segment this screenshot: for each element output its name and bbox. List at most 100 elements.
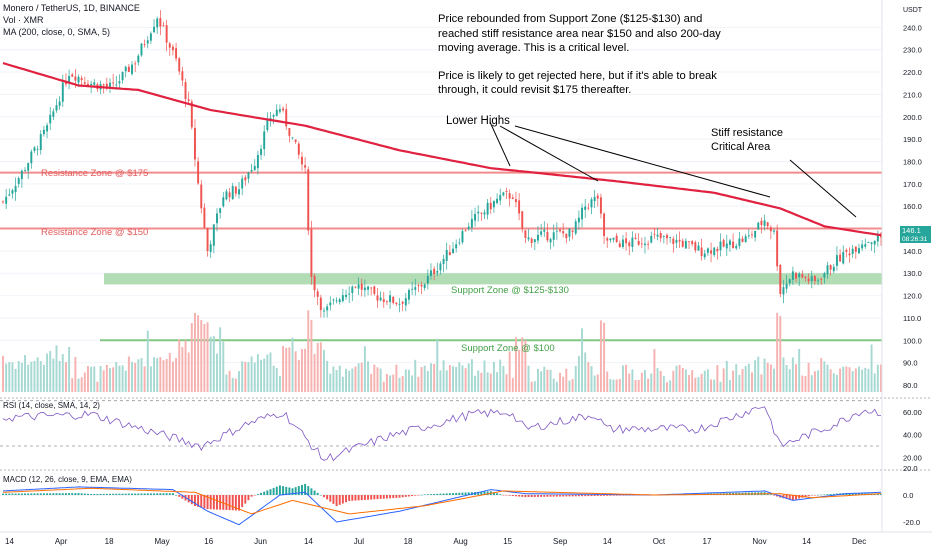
candle-body: [426, 275, 429, 284]
candle-body: [653, 233, 656, 235]
candle-body: [118, 81, 121, 84]
volume-bar: [401, 376, 404, 392]
volume-bar: [684, 369, 687, 392]
macd-histogram-bar: [250, 495, 253, 497]
candle-body: [514, 199, 517, 203]
volume-bar: [326, 360, 329, 392]
macd-histogram-bar: [857, 493, 860, 495]
volume-bar: [335, 370, 338, 392]
candle-body: [785, 283, 788, 289]
macd-histogram-bar: [193, 495, 196, 507]
macd-histogram-bar: [505, 495, 508, 496]
macd-histogram-bar: [143, 493, 146, 495]
macd-histogram-bar: [574, 495, 577, 497]
candle-body: [464, 230, 467, 232]
macd-histogram-bar: [395, 495, 398, 498]
candle-body: [442, 258, 445, 264]
volume-bar: [640, 372, 643, 392]
volume-bar: [565, 368, 568, 392]
macd-histogram-bar: [530, 495, 533, 498]
candle-body: [278, 109, 281, 112]
candle-body: [584, 206, 587, 210]
macd-histogram-bar: [140, 493, 143, 495]
macd-histogram-bar: [392, 495, 395, 499]
volume-bar: [209, 336, 212, 392]
candle-body: [455, 244, 458, 249]
candle-body: [621, 239, 624, 248]
volume-bar: [77, 378, 80, 392]
macd-histogram-bar: [348, 495, 351, 501]
macd-histogram-bar: [562, 495, 565, 497]
candle-body: [216, 213, 218, 224]
candle-body: [297, 143, 300, 155]
candle-body: [382, 299, 385, 302]
macd-histogram-bar: [338, 495, 341, 505]
volume-bar: [769, 364, 772, 392]
macd-histogram-bar: [357, 495, 360, 501]
candle-body: [691, 241, 694, 245]
volume-bar: [392, 374, 395, 392]
candle-body: [703, 253, 706, 258]
volume-bar: [496, 372, 499, 392]
candle-body: [810, 276, 813, 282]
symbol-title: Monero / TetherUS, 1D, BINANCE: [3, 3, 140, 13]
volume-bar: [543, 366, 546, 392]
candle-body: [71, 74, 74, 77]
macd-histogram-bar: [253, 495, 256, 496]
macd-histogram-bar: [568, 495, 571, 497]
macd-histogram-bar: [430, 494, 432, 495]
candle-body: [354, 286, 357, 288]
candle-body: [474, 214, 477, 221]
macd-histogram-bar: [316, 492, 319, 495]
volume-bar: [278, 375, 281, 392]
candle-body: [200, 184, 203, 209]
volume-bar: [596, 374, 599, 392]
candle-body: [540, 231, 543, 235]
macd-histogram-bar: [480, 491, 483, 495]
volume-bar: [750, 372, 753, 392]
macd-histogram-bar: [464, 492, 467, 495]
candle-body: [222, 197, 225, 207]
candle-body: [411, 288, 414, 290]
volume-bar: [807, 362, 810, 392]
candle-body: [203, 207, 206, 228]
macd-histogram-bar: [581, 495, 584, 497]
candle-body: [55, 105, 58, 111]
volume-bar: [603, 322, 606, 392]
signal-line: [2, 487, 882, 515]
volume-bar: [773, 368, 775, 392]
macd-histogram-bar: [64, 493, 67, 495]
macd-histogram-bar: [275, 486, 278, 495]
macd-histogram-bar: [407, 495, 410, 497]
macd-histogram-bar: [197, 495, 200, 507]
candle-body: [24, 170, 27, 171]
candle-body: [732, 241, 735, 249]
price-tick-label: 190.0: [903, 135, 922, 144]
macd-histogram-bar: [146, 493, 149, 495]
time-tick-label: 18: [105, 537, 114, 546]
candle-body: [716, 248, 719, 252]
price-tick-label: 160.0: [903, 202, 922, 211]
candle-body: [788, 279, 791, 284]
volume-bar: [804, 375, 807, 392]
volume-bar: [861, 369, 864, 392]
volume-bar: [323, 349, 325, 392]
volume-bar: [247, 362, 250, 392]
candle-body: [338, 299, 341, 303]
candle-body: [395, 302, 398, 305]
volume-bar: [433, 363, 436, 392]
volume-bar: [291, 337, 294, 392]
candle-body: [873, 240, 876, 245]
macd-histogram-bar: [49, 493, 52, 495]
volume-bar: [581, 328, 584, 392]
volume-bar: [203, 323, 206, 392]
volume-bar: [300, 349, 303, 392]
candle-body: [543, 229, 546, 232]
candle-body: [360, 283, 363, 290]
time-tick-label: 14: [304, 537, 313, 546]
volume-layer: [2, 310, 882, 392]
macd-histogram-bar: [33, 493, 36, 495]
candle-body: [27, 163, 30, 171]
candle-body: [134, 63, 137, 65]
